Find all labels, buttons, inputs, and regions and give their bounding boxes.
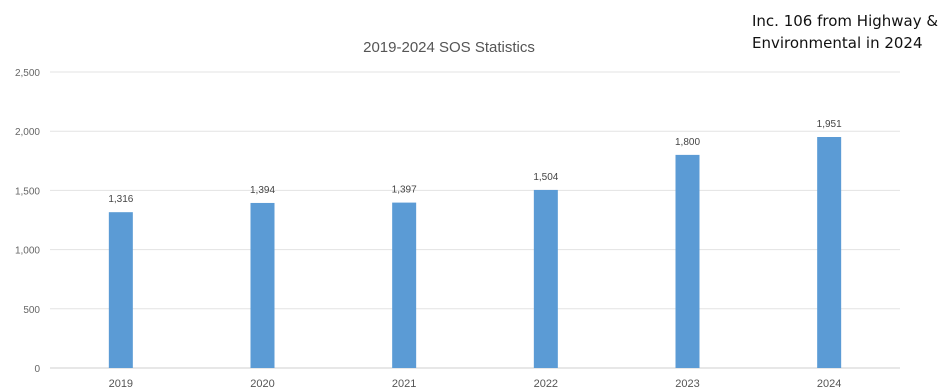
data-label: 1,951 [817, 119, 842, 130]
x-tick-label: 2020 [250, 378, 274, 390]
data-labels: 1,316 1,394 1,397 1,504 1,800 1,951 [108, 119, 842, 205]
gridlines [50, 71, 900, 369]
bar-2020 [250, 202, 275, 368]
bar-2024 [817, 137, 842, 368]
data-label: 1,504 [533, 172, 558, 183]
x-axis-ticks: 2019 2020 2021 2022 2023 2024 [109, 378, 842, 390]
data-label: 1,316 [108, 194, 133, 205]
y-tick-label: 2,500 [15, 68, 40, 79]
x-tick-label: 2019 [109, 378, 133, 390]
y-tick-label: 1,500 [15, 186, 40, 197]
x-tick-label: 2024 [817, 378, 841, 390]
bars [108, 137, 842, 368]
y-tick-label: 500 [23, 305, 40, 316]
y-axis-ticks: 0 500 1,000 1,500 2,000 2,500 [15, 68, 40, 375]
y-tick-label: 0 [34, 364, 40, 375]
bar-2019 [108, 212, 133, 368]
bar-2022 [533, 189, 558, 368]
data-label: 1,397 [392, 185, 417, 196]
x-tick-label: 2023 [675, 378, 699, 390]
annotation-note: Inc. 106 from Highway & Environmental in… [752, 12, 939, 52]
y-tick-label: 1,000 [15, 246, 40, 257]
y-tick-label: 2,000 [15, 127, 40, 138]
data-label: 1,394 [250, 185, 275, 196]
x-tick-label: 2021 [392, 378, 416, 390]
bar-2023 [675, 154, 700, 368]
bar-2021 [392, 202, 417, 368]
data-label: 1,800 [675, 137, 700, 148]
chart-title: 2019-2024 SOS Statistics [363, 39, 535, 56]
x-tick-label: 2022 [534, 378, 558, 390]
